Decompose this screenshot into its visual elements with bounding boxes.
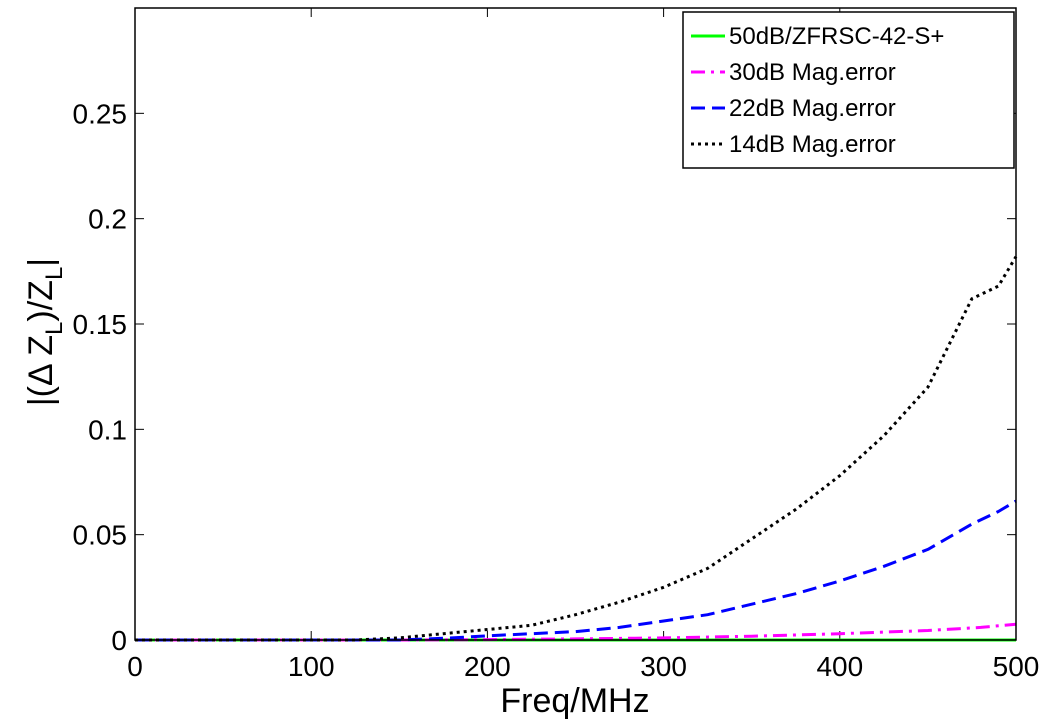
legend-label-2: 22dB Mag.error: [729, 95, 896, 122]
x-tick-label: 300: [640, 651, 687, 682]
y-label-part-open: |(Δ Z: [22, 335, 60, 406]
y-label-part-mid: )/Z: [22, 280, 60, 322]
y-tick-label: 0.1: [88, 414, 127, 445]
y-tick-label: 0.25: [73, 98, 128, 129]
x-tick-label: 400: [816, 651, 863, 682]
series-line-1: [135, 622, 1017, 642]
series-line-2: [135, 499, 1017, 642]
y-tick-label: 0: [111, 625, 127, 656]
x-axis-label: Freq/MHz: [500, 682, 649, 720]
y-axis-label-text: |(Δ ZL)/ZL|: [22, 258, 68, 406]
y-label-subscript-2: L: [41, 267, 68, 280]
y-axis-label: |(Δ ZL)/ZL|: [22, 258, 68, 406]
y-label-part-close: |: [22, 258, 60, 267]
y-tick-label: 0.05: [73, 520, 128, 551]
x-tick-label: 500: [993, 651, 1040, 682]
legend: 50dB/ZFRSC-42-S+ 30dB Mag.error 22dB Mag.e…: [682, 11, 1015, 169]
series-line-3: [135, 255, 1018, 642]
legend-label-1: 30dB Mag.error: [729, 59, 896, 86]
y-label-subscript-1: L: [41, 322, 68, 335]
legend-label-0: 50dB/ZFRSC-42-S+: [729, 23, 944, 50]
x-tick-label: 0: [127, 651, 143, 682]
x-tick-label: 200: [464, 651, 511, 682]
plot-frame: [134, 7, 1017, 641]
legend-box: [682, 11, 1015, 169]
y-tick-label: 0.2: [88, 204, 127, 235]
legend-label-3: 14dB Mag.error: [729, 131, 896, 158]
y-tick-label: 0.15: [73, 309, 128, 340]
x-tick-label: 100: [288, 651, 335, 682]
